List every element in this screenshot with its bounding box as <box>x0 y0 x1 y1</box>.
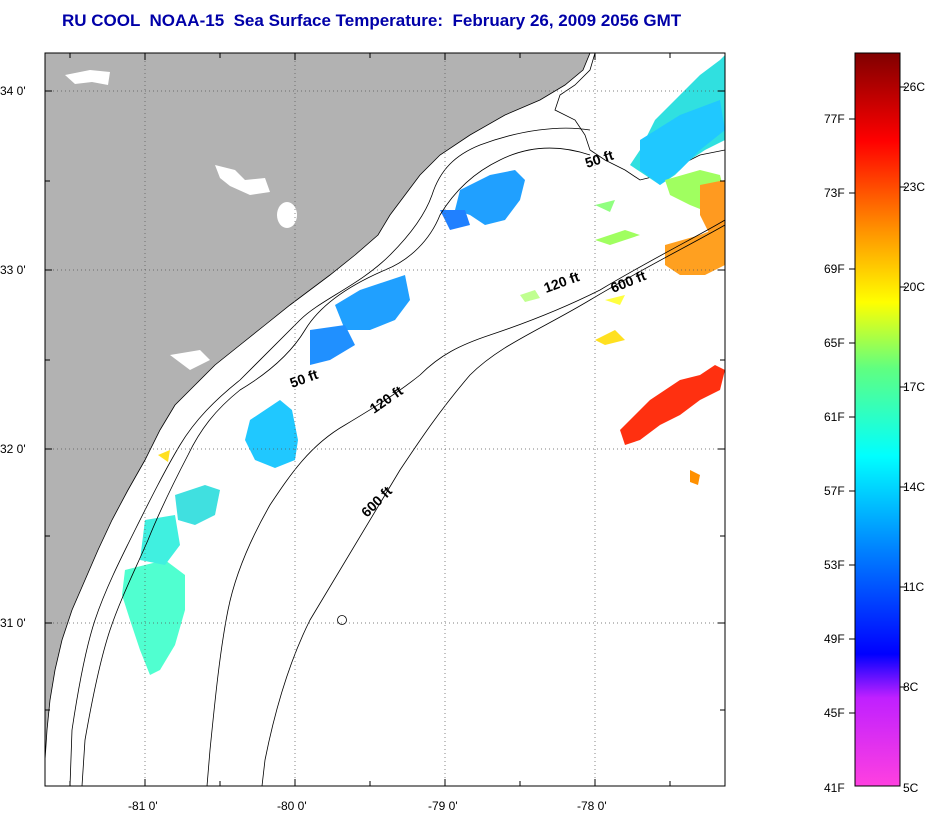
colorbar-f-label: 53F <box>824 558 845 572</box>
colorbar-c-label: 17C <box>903 380 925 394</box>
graticule <box>45 53 725 786</box>
colorbar-f-label: 49F <box>824 632 845 646</box>
sst-data-layer <box>122 55 725 675</box>
lake <box>215 165 270 195</box>
map-title: RU COOL NOAA-15 Sea Surface Temperature:… <box>62 11 682 30</box>
colorbar-f-label: 69F <box>824 262 845 276</box>
lon-label: -79 0' <box>428 799 458 813</box>
colorbar-f-label: 65F <box>824 336 845 350</box>
isobath-50ft <box>81 147 591 786</box>
colorbar-f-label: 73F <box>824 186 845 200</box>
colorbar-c-label: 14C <box>903 480 925 494</box>
map-panel <box>45 53 725 786</box>
isobath-120ft <box>206 219 725 786</box>
colorbar-f-label: 77F <box>824 112 845 126</box>
isobath-600ft <box>261 224 725 786</box>
colorbar-f-label: 41F <box>824 781 845 795</box>
lat-label: 32 0' <box>0 442 26 456</box>
seamount-contour <box>337 615 347 625</box>
land-area <box>45 53 591 786</box>
colorbar-f-label: 61F <box>824 410 845 424</box>
lake <box>65 70 110 85</box>
lon-label: -80 0' <box>277 799 307 813</box>
lat-label: 33 0' <box>0 263 26 277</box>
lat-label: 34 0' <box>0 84 26 98</box>
lon-label: -78 0' <box>577 799 607 813</box>
map-ticks <box>45 53 725 786</box>
colorbar-c-label: 11C <box>903 580 924 594</box>
colorbar-f-label: 45F <box>824 706 845 720</box>
lake <box>277 202 297 228</box>
colorbar-c-label: 5C <box>903 781 919 795</box>
colorbar-c-label: 8C <box>903 680 919 694</box>
lon-label: -81 0' <box>128 799 158 813</box>
colorbar-f-label: 57F <box>824 484 845 498</box>
colorbar-c-label: 26C <box>903 80 925 94</box>
colorbar-c-label: 20C <box>903 280 925 294</box>
lat-label: 31 0' <box>0 616 26 630</box>
coastline <box>69 127 591 786</box>
lake <box>170 350 210 370</box>
colorbar-c-label: 23C <box>903 180 925 194</box>
colorbar: 77F 73F 69F 65F 61F 57F 53F 49F 45F 41F … <box>824 52 925 795</box>
map-border <box>44 52 726 787</box>
colorbar-gradient <box>854 52 901 787</box>
